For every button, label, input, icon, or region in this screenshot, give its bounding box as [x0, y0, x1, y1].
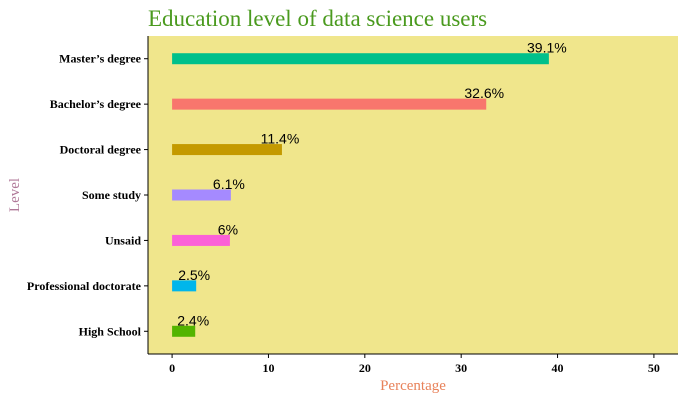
y-tick-label: High School: [79, 324, 142, 338]
x-tick-label: 30: [455, 361, 467, 375]
chart-title: Education level of data science users: [148, 6, 487, 31]
bar: [172, 53, 549, 65]
y-tick-label: Bachelor’s degree: [50, 97, 142, 111]
data-label: 2.5%: [178, 267, 210, 283]
data-label: 32.6%: [464, 85, 504, 101]
x-tick-label: 40: [552, 361, 564, 375]
data-label: 39.1%: [527, 40, 567, 56]
bar: [172, 189, 231, 201]
bar: [172, 98, 487, 110]
x-tick-label: 0: [169, 361, 175, 375]
y-tick-label: Unsaid: [105, 233, 141, 247]
x-tick-label: 20: [359, 361, 371, 375]
x-axis-title: Percentage: [380, 378, 446, 394]
y-tick-label: Master’s degree: [59, 52, 142, 66]
x-tick-label: 50: [648, 361, 660, 375]
data-label: 2.4%: [177, 312, 209, 328]
data-label: 11.4%: [261, 131, 300, 147]
y-tick-label: Professional doctorate: [27, 279, 142, 293]
bar: [172, 280, 197, 292]
y-tick-label: Some study: [82, 188, 141, 202]
y-axis-title: Level: [7, 178, 23, 212]
data-label: 6%: [218, 221, 238, 237]
bar: [172, 144, 282, 156]
data-label: 6.1%: [213, 176, 245, 192]
bar: [172, 234, 230, 246]
bar: [172, 325, 196, 337]
x-tick-label: 10: [262, 361, 274, 375]
plot-panel: [148, 36, 678, 354]
y-tick-label: Doctoral degree: [60, 143, 142, 157]
